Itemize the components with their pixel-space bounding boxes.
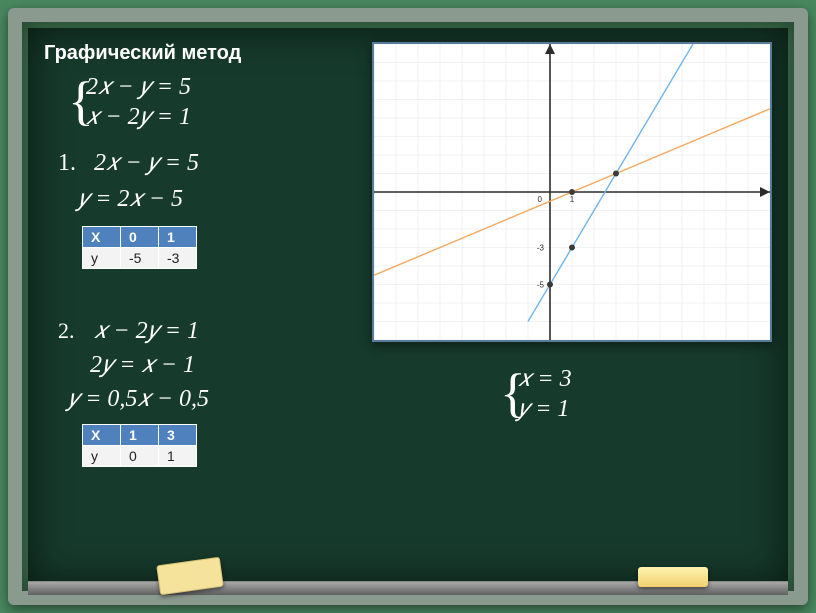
chalkboard: Графический метод { 2𝑥 − 𝑦 = 5 𝑥 − 2𝑦 = …	[28, 28, 788, 585]
system-eq1: 2𝑥 − 𝑦 = 5	[86, 74, 191, 100]
table-row: X 1 3	[83, 425, 197, 446]
table-row: X 0 1	[83, 227, 197, 248]
brace-icon: {	[500, 360, 526, 428]
graph-svg: 0 1 -3 -5	[374, 44, 770, 340]
table-2-rl: y	[83, 446, 121, 467]
brace-icon: {	[68, 68, 94, 136]
step-2-num: 2.	[58, 318, 75, 344]
page-title: Графический метод	[44, 42, 241, 65]
chalk-icon	[638, 567, 708, 587]
table-1-h1: 0	[121, 227, 159, 248]
chalkboard-frame: Графический метод { 2𝑥 − 𝑦 = 5 𝑥 − 2𝑦 = …	[8, 8, 808, 605]
equation-system: { 2𝑥 − 𝑦 = 5 𝑥 − 2𝑦 = 1	[86, 72, 191, 132]
table-row: y -5 -3	[83, 248, 197, 269]
table-row: y 0 1	[83, 446, 197, 467]
table-2-h1: 1	[121, 425, 159, 446]
step-1: 1. 2𝑥 − 𝑦 = 5	[58, 150, 199, 177]
answer-x: 𝑥 = 3	[518, 366, 572, 392]
step-1-num: 1.	[58, 150, 76, 176]
step-1-eq: 2𝑥 − 𝑦 = 5	[94, 150, 199, 176]
table-2: X 1 3 y 0 1	[82, 424, 197, 467]
table-1-c0: -5	[121, 248, 159, 269]
table-1-rl: y	[83, 248, 121, 269]
svg-text:0: 0	[538, 195, 543, 204]
svg-text:1: 1	[570, 195, 575, 204]
table-2-c1: 1	[159, 446, 197, 467]
table-1-h2: 1	[159, 227, 197, 248]
svg-text:-5: -5	[537, 281, 545, 290]
answer-system: { 𝑥 = 3 𝑦 = 1	[518, 364, 572, 424]
table-2-h0: X	[83, 425, 121, 446]
step-2-solved: 𝑦 = 0,5𝑥 − 0,5	[68, 386, 209, 413]
table-2-h2: 3	[159, 425, 197, 446]
system-eq2: 𝑥 − 2𝑦 = 1	[86, 104, 191, 130]
step-1-solved: 𝑦 = 2𝑥 − 5	[78, 186, 183, 213]
table-1: X 0 1 y -5 -3	[82, 226, 197, 269]
table-1-c1: -3	[159, 248, 197, 269]
step-2-eq: 𝑥 − 2𝑦 = 1	[94, 318, 199, 345]
table-2-c0: 0	[121, 446, 159, 467]
svg-text:-3: -3	[537, 244, 545, 253]
graph-panel: 0 1 -3 -5	[372, 42, 772, 342]
table-1-h0: X	[83, 227, 121, 248]
step-2-mid: 2𝑦 = 𝑥 − 1	[90, 352, 195, 379]
